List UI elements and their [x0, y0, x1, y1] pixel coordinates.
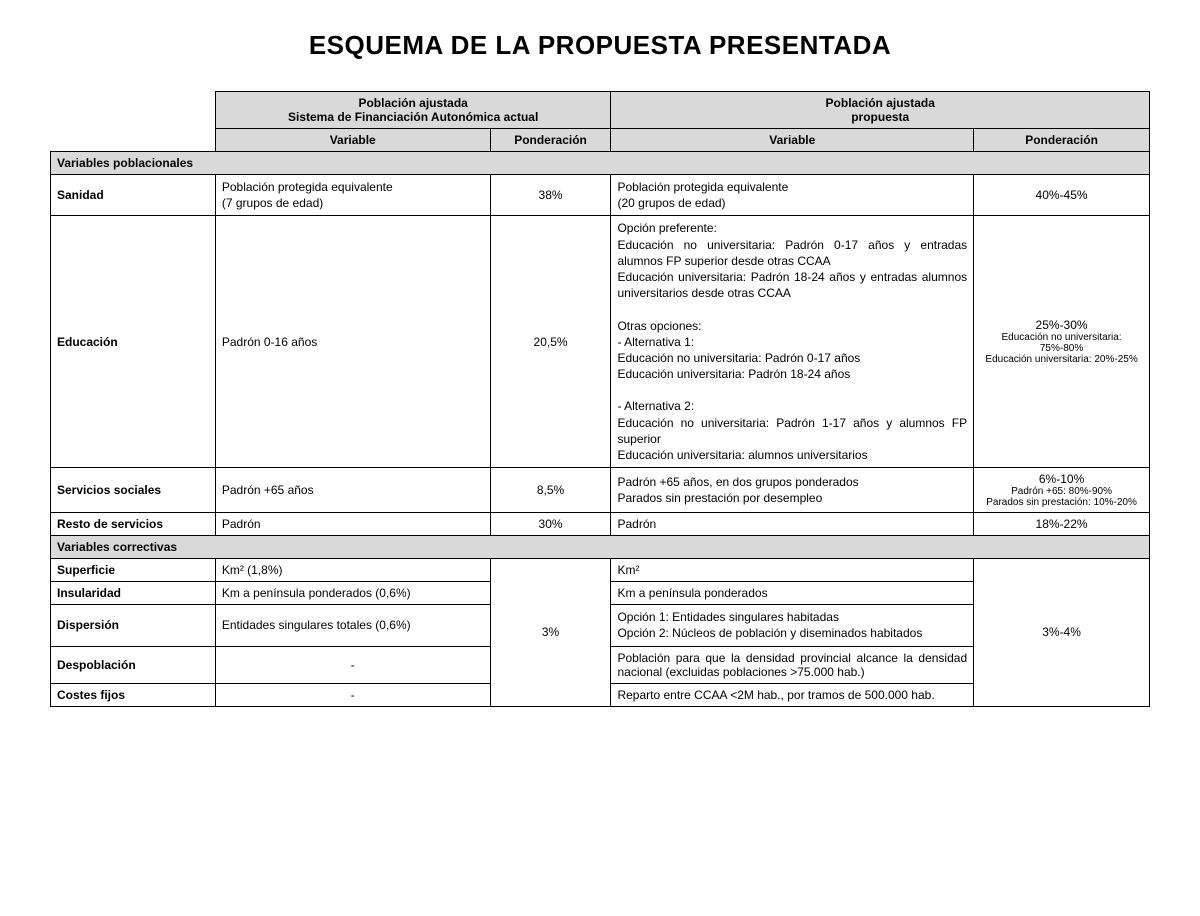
row-sociales-actual-pond: 8,5% — [490, 468, 611, 513]
table-row: Educación Padrón 0-16 años 20,5% Opción … — [51, 216, 1150, 468]
row-sociales-prop-pond-sub1: Padrón +65: 80%-90% — [980, 486, 1143, 497]
row-insularidad-actual-var: Km a península ponderados (0,6%) — [215, 582, 490, 605]
col-group-actual-l1: Población ajustada — [358, 96, 467, 110]
row-sanidad-prop-pond: 40%-45% — [974, 175, 1150, 216]
correctivas-prop-pond: 3%-4% — [974, 559, 1150, 706]
table-row: Superficie Km² (1,8%) 3% Km² 3%-4% — [51, 559, 1150, 582]
row-educacion-actual-var: Padrón 0-16 años — [215, 216, 490, 468]
row-dispersion-prop-var: Opción 1: Entidades singulares habitadas… — [611, 605, 974, 646]
col-variable-prop: Variable — [611, 129, 974, 152]
table-row: Sanidad Población protegida equivalente … — [51, 175, 1150, 216]
row-sociales-prop-pond-main: 6%-10% — [1039, 472, 1084, 486]
row-despoblacion-prop-var: Población para que la densidad provincia… — [611, 646, 974, 683]
row-resto-prop-var: Padrón — [611, 513, 974, 536]
row-resto-label: Resto de servicios — [51, 513, 216, 536]
row-sociales-prop-pond: 6%-10% Padrón +65: 80%-90% Parados sin p… — [974, 468, 1150, 513]
row-resto-actual-var: Padrón — [215, 513, 490, 536]
proposal-table: Población ajustada Sistema de Financiaci… — [50, 91, 1150, 707]
col-group-prop-l2: propuesta — [851, 110, 909, 124]
row-despoblacion-label: Despoblación — [51, 646, 216, 683]
section-correctivas: Variables correctivas — [51, 536, 1150, 559]
row-dispersion-actual-var: Entidades singulares totales (0,6%) — [215, 605, 490, 646]
table-row: Servicios sociales Padrón +65 años 8,5% … — [51, 468, 1150, 513]
row-dispersion-label: Dispersión — [51, 605, 216, 646]
col-ponderacion-prop: Ponderación — [974, 129, 1150, 152]
col-ponderacion-actual: Ponderación — [490, 129, 611, 152]
section-poblacionales: Variables poblacionales — [51, 152, 1150, 175]
row-educacion-prop-pond-sub2: Educación universitaria: 20%-25% — [980, 354, 1143, 365]
row-sanidad-actual-pond: 38% — [490, 175, 611, 216]
row-sanidad-actual-var: Población protegida equivalente (7 grupo… — [215, 175, 490, 216]
row-educacion-prop-pond: 25%-30% Educación no universitaria: 75%-… — [974, 216, 1150, 468]
row-superficie-actual-var: Km² (1,8%) — [215, 559, 490, 582]
col-group-propuesta: Población ajustada propuesta — [611, 92, 1150, 129]
page-title: ESQUEMA DE LA PROPUESTA PRESENTADA — [50, 30, 1150, 61]
row-superficie-prop-var: Km² — [611, 559, 974, 582]
row-educacion-prop-pond-sub1: Educación no universitaria: 75%-80% — [980, 332, 1143, 354]
row-sociales-prop-pond-sub2: Parados sin prestación: 10%-20% — [980, 497, 1143, 508]
col-variable-actual: Variable — [215, 129, 490, 152]
correctivas-actual-pond: 3% — [490, 559, 611, 706]
row-educacion-actual-pond: 20,5% — [490, 216, 611, 468]
row-despoblacion-actual-var: - — [215, 646, 490, 683]
table-row: Resto de servicios Padrón 30% Padrón 18%… — [51, 513, 1150, 536]
row-costesfijos-actual-var: - — [215, 683, 490, 706]
col-group-actual-l2: Sistema de Financiación Autonómica actua… — [288, 110, 538, 124]
row-educacion-label: Educación — [51, 216, 216, 468]
row-sanidad-label: Sanidad — [51, 175, 216, 216]
row-insularidad-label: Insularidad — [51, 582, 216, 605]
col-group-actual: Población ajustada Sistema de Financiaci… — [215, 92, 611, 129]
row-sanidad-prop-var: Población protegida equivalente (20 grup… — [611, 175, 974, 216]
row-resto-prop-pond: 18%-22% — [974, 513, 1150, 536]
row-resto-actual-pond: 30% — [490, 513, 611, 536]
row-educacion-prop-pond-main: 25%-30% — [1036, 318, 1088, 332]
row-educacion-prop-var: Opción preferente: Educación no universi… — [611, 216, 974, 468]
row-costesfijos-prop-var: Reparto entre CCAA <2M hab., por tramos … — [611, 683, 974, 706]
row-costesfijos-label: Costes fijos — [51, 683, 216, 706]
col-group-prop-l1: Población ajustada — [826, 96, 935, 110]
row-sociales-label: Servicios sociales — [51, 468, 216, 513]
row-superficie-label: Superficie — [51, 559, 216, 582]
row-insularidad-prop-var: Km a península ponderados — [611, 582, 974, 605]
row-sociales-actual-var: Padrón +65 años — [215, 468, 490, 513]
row-sociales-prop-var: Padrón +65 años, en dos grupos ponderado… — [611, 468, 974, 513]
